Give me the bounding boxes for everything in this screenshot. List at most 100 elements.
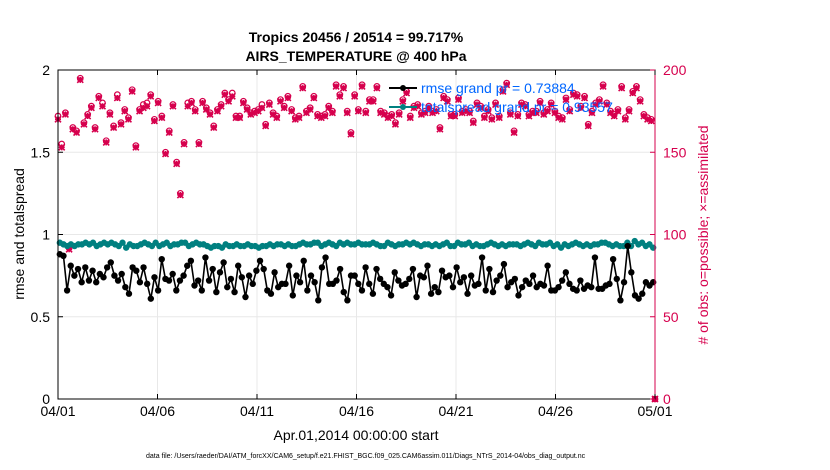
rmse-point xyxy=(194,277,202,284)
rmse-point xyxy=(111,272,118,279)
obs-assimilated-point xyxy=(517,100,526,109)
rmse-point xyxy=(373,265,380,273)
rmse-point xyxy=(267,290,275,297)
obs-assimilated-point xyxy=(399,97,407,105)
rmse-point xyxy=(406,275,413,283)
obs-assimilated-point xyxy=(555,114,563,122)
x-ticks: 04/01 04/06 04/11 04/16 04/21 04/26 05/01 xyxy=(40,70,673,419)
grid-lines xyxy=(58,70,655,399)
rmse-point xyxy=(234,262,242,269)
obs-assimilated-point xyxy=(110,124,118,132)
rmse-point xyxy=(635,295,642,302)
obs-assimilated-point xyxy=(621,115,629,123)
rmse-point xyxy=(224,283,231,291)
rmse-point xyxy=(515,292,522,299)
obs-assimilated-point xyxy=(521,102,529,110)
obs-assimilated-point xyxy=(417,110,425,118)
rmse-point xyxy=(136,279,144,286)
rmse-point xyxy=(256,257,264,265)
obs-assimilated-point xyxy=(84,112,92,120)
rmse-point xyxy=(478,254,486,261)
rmse-point xyxy=(300,257,307,265)
rmse-point xyxy=(351,272,358,279)
obs-assimilated-point xyxy=(150,117,158,125)
obs-assimilated-point xyxy=(406,114,414,122)
obs-assimilated-point xyxy=(206,110,214,118)
rmse-point xyxy=(457,279,464,286)
obs-assimilated-point xyxy=(421,109,429,117)
obs-assimilated-point xyxy=(217,102,225,110)
obs-assimilated-point xyxy=(603,100,611,109)
rmse-point xyxy=(460,274,468,281)
rmse-point xyxy=(216,269,224,276)
obs-assimilated-point xyxy=(495,114,503,122)
rmse-point xyxy=(333,277,340,284)
obs-assimilated-point xyxy=(295,114,303,122)
rmse-point xyxy=(78,279,85,286)
rmse-point xyxy=(318,264,326,271)
obs-assimilated-point xyxy=(425,104,433,112)
rmse-point xyxy=(391,269,398,276)
rmse-point xyxy=(376,275,384,283)
obs-assimilated-point xyxy=(121,107,129,115)
obs-assimilated-point xyxy=(225,97,233,105)
obs-assimilated-point xyxy=(310,94,318,102)
rmse-point xyxy=(446,272,453,279)
rmse-point xyxy=(173,287,180,294)
x-tick-label: 05/01 xyxy=(637,403,672,419)
rmse-point xyxy=(362,264,369,271)
obs-assimilated-point xyxy=(98,102,107,110)
rmse-point xyxy=(493,277,500,284)
y-tick-label-right: 100 xyxy=(663,227,687,243)
obs-assimilated-point xyxy=(136,107,144,115)
rmse-point xyxy=(628,269,635,276)
rmse-point xyxy=(384,283,391,291)
obs-assimilated-point xyxy=(306,105,314,114)
rmse-point xyxy=(588,283,595,291)
obs-assimilated-point xyxy=(202,105,210,114)
obs-assimilated-point xyxy=(332,82,340,91)
obs-assimilated-point xyxy=(566,107,574,115)
rmse-point xyxy=(74,265,82,273)
rmse-point xyxy=(242,293,249,301)
obs-assimilated-point xyxy=(158,114,166,122)
obs-assimilated-point xyxy=(580,94,589,102)
obs-assimilated-point xyxy=(506,110,514,118)
obs-assimilated-point xyxy=(291,115,299,123)
obs-assimilated-point xyxy=(414,102,422,110)
obs-assimilated-point xyxy=(354,107,362,115)
rmse-point xyxy=(511,275,519,283)
totalspread-point xyxy=(119,239,126,246)
rmse-point xyxy=(427,290,435,297)
rmse-point xyxy=(89,267,96,274)
y-tick-label-right: 200 xyxy=(663,62,687,78)
obs-assimilated-point xyxy=(169,102,177,110)
obs-assimilated-point xyxy=(273,114,281,122)
legend: rmse grand pr = 0.73884 totalspread gran… xyxy=(389,80,613,115)
y-tick-label-left: 1.5 xyxy=(31,144,51,160)
obs-assimilated-point xyxy=(184,102,192,110)
rmse-point xyxy=(562,269,570,276)
rmse-point xyxy=(82,264,89,271)
rmse-point xyxy=(114,277,122,284)
rmse-point xyxy=(639,290,646,297)
obs-assimilated-point xyxy=(139,104,147,112)
rmse-point xyxy=(486,265,493,273)
obs-assimilated-point xyxy=(128,87,136,95)
rmse-point xyxy=(289,292,296,299)
obs-assimilated-point xyxy=(395,110,403,118)
obs-assimilated-point xyxy=(239,99,247,107)
obs-assimilated-point xyxy=(558,115,566,123)
obs-assimilated-point xyxy=(72,128,81,137)
obs-assimilated-point xyxy=(258,104,266,112)
obs-assimilated-point xyxy=(532,109,540,117)
obs-assimilated-point xyxy=(443,97,451,105)
obs-assimilated-point xyxy=(343,109,351,117)
obs-assimilated-point xyxy=(469,119,477,127)
obs-assimilated-point xyxy=(336,92,344,100)
y-tick-label-left: 2 xyxy=(42,62,50,78)
obs-assimilated-point xyxy=(180,140,188,148)
obs-assimilated-point xyxy=(299,84,307,92)
rmse-point xyxy=(285,262,293,269)
legend-totalspread-marker xyxy=(400,104,406,110)
